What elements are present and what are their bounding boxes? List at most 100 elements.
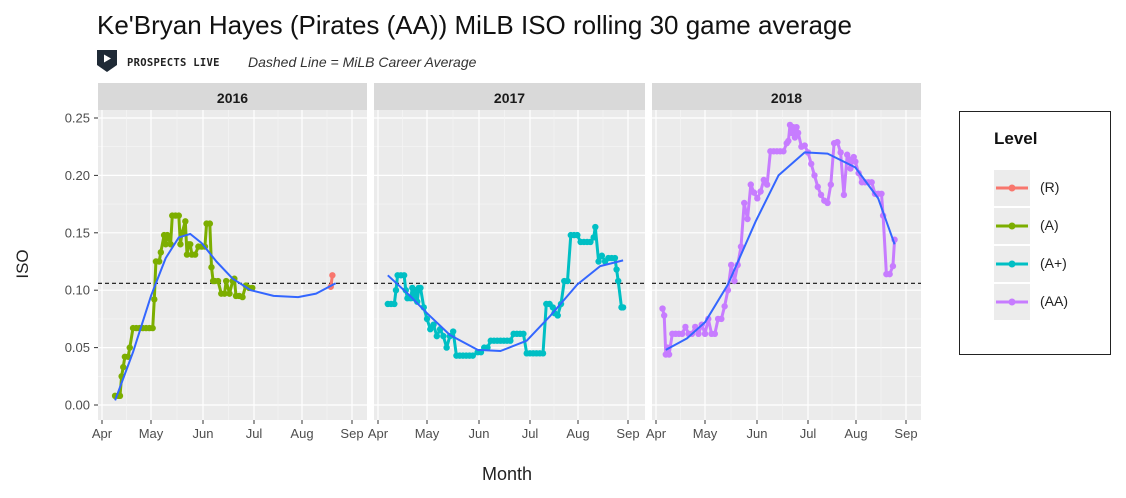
series-AA (659, 121, 898, 358)
data-point (659, 305, 666, 312)
data-point (788, 129, 795, 137)
data-point (747, 181, 754, 188)
facet-strip (652, 83, 921, 110)
data-point (757, 188, 764, 195)
data-point (847, 165, 854, 172)
y-tick-label: 0.10 (65, 283, 90, 298)
data-point (414, 298, 421, 305)
data-point (191, 251, 199, 258)
brand-name: PROSPECTS LIVE (127, 57, 220, 69)
data-point (221, 290, 228, 297)
data-point (120, 363, 127, 371)
data-point (151, 296, 158, 303)
x-tick-label: Sep (616, 426, 639, 441)
x-tick-label: May (415, 426, 440, 441)
x-tick-label: Aug (290, 426, 313, 441)
data-point (574, 231, 581, 239)
data-point (731, 277, 738, 285)
data-point (711, 330, 719, 338)
data-point (564, 277, 571, 285)
data-point (811, 172, 818, 179)
x-tick-label: Aug (566, 426, 589, 441)
y-tick-label: 0.25 (65, 111, 90, 126)
plot-panel-bg (652, 110, 921, 420)
facet-panel-2016: 2016 Apr May Jun Jul Aug Sep (92, 83, 367, 441)
data-point (402, 287, 409, 294)
legend-label: (R) (1040, 179, 1060, 195)
data-point (433, 332, 441, 340)
data-point (827, 181, 835, 188)
data-point (587, 238, 594, 246)
data-point (701, 330, 709, 338)
data-point (817, 191, 825, 199)
smooth-trend-line (387, 259, 624, 352)
data-point (791, 134, 799, 141)
data-point (183, 251, 191, 258)
data-point (763, 181, 771, 188)
data-point (845, 156, 853, 163)
data-point (214, 277, 222, 285)
x-tick-label: Sep (894, 426, 917, 441)
x-tick-label: Apr (368, 426, 389, 441)
plot-panel-bg (98, 110, 367, 420)
data-point (164, 231, 171, 239)
smooth-trend-line (665, 151, 896, 351)
data-point (520, 330, 527, 338)
y-tick-label: 0.15 (65, 225, 90, 240)
facet-panel-2017: 2017 Apr May Jun Jul Aug Sep (368, 83, 645, 441)
data-point (222, 277, 230, 285)
data-point (760, 176, 768, 184)
legend-item: (A) (994, 208, 1104, 244)
data-point (750, 189, 758, 196)
data-point (178, 229, 186, 236)
legend-key (994, 284, 1030, 320)
data-point (329, 272, 336, 279)
x-tick-label: Sep (340, 426, 363, 441)
data-point (484, 344, 491, 351)
data-point (167, 241, 174, 248)
facet-strip (374, 83, 645, 110)
data-point (157, 249, 165, 256)
y-tick-label: 0.20 (65, 168, 90, 183)
data-point (149, 324, 156, 332)
data-point (592, 223, 599, 231)
x-axis-ticks: Apr May Jun Jul Aug Sep (646, 420, 918, 441)
data-point (785, 137, 792, 145)
data-point (443, 344, 450, 351)
data-point (440, 332, 447, 340)
facet-panel-2018: 2018 Apr May Jun Jul Aug Sep (646, 83, 921, 441)
legend-key (994, 208, 1030, 244)
x-tick-label: May (139, 426, 164, 441)
x-tick-label: Apr (646, 426, 667, 441)
facets-layer: 2016 Apr May Jun Jul Aug Sep 2017 Apr May Jun Jul Au… (92, 83, 921, 441)
gridlines (98, 110, 367, 420)
smooth-trend-line (114, 232, 337, 401)
x-tick-label: May (693, 426, 718, 441)
legend-item: (A+) (994, 246, 1104, 282)
data-point (793, 123, 800, 131)
data-point (682, 323, 689, 331)
data-point (744, 215, 751, 223)
chart-title: Ke'Bryan Hayes (Pirates (AA)) MiLB ISO r… (97, 10, 852, 40)
data-point (889, 262, 897, 270)
data-point (613, 266, 620, 273)
data-point (554, 312, 561, 319)
data-point (878, 190, 885, 197)
x-axis-ticks: Apr May Jun Jul Aug Sep (368, 420, 640, 441)
facet-strip (98, 83, 367, 110)
legend-label: (A) (1040, 217, 1059, 233)
data-point (162, 241, 169, 248)
y-tick-label: 0.05 (65, 340, 90, 355)
data-point (678, 330, 686, 338)
data-point (155, 258, 163, 265)
data-point (737, 243, 745, 250)
data-point (430, 321, 437, 328)
legend-item: (R) (994, 170, 1104, 206)
data-point (840, 191, 848, 199)
data-point (507, 337, 514, 344)
data-point (400, 272, 408, 279)
play-shield-icon (97, 49, 117, 77)
data-point (239, 293, 246, 301)
x-tick-label: Apr (92, 426, 113, 441)
data-point (824, 199, 831, 207)
